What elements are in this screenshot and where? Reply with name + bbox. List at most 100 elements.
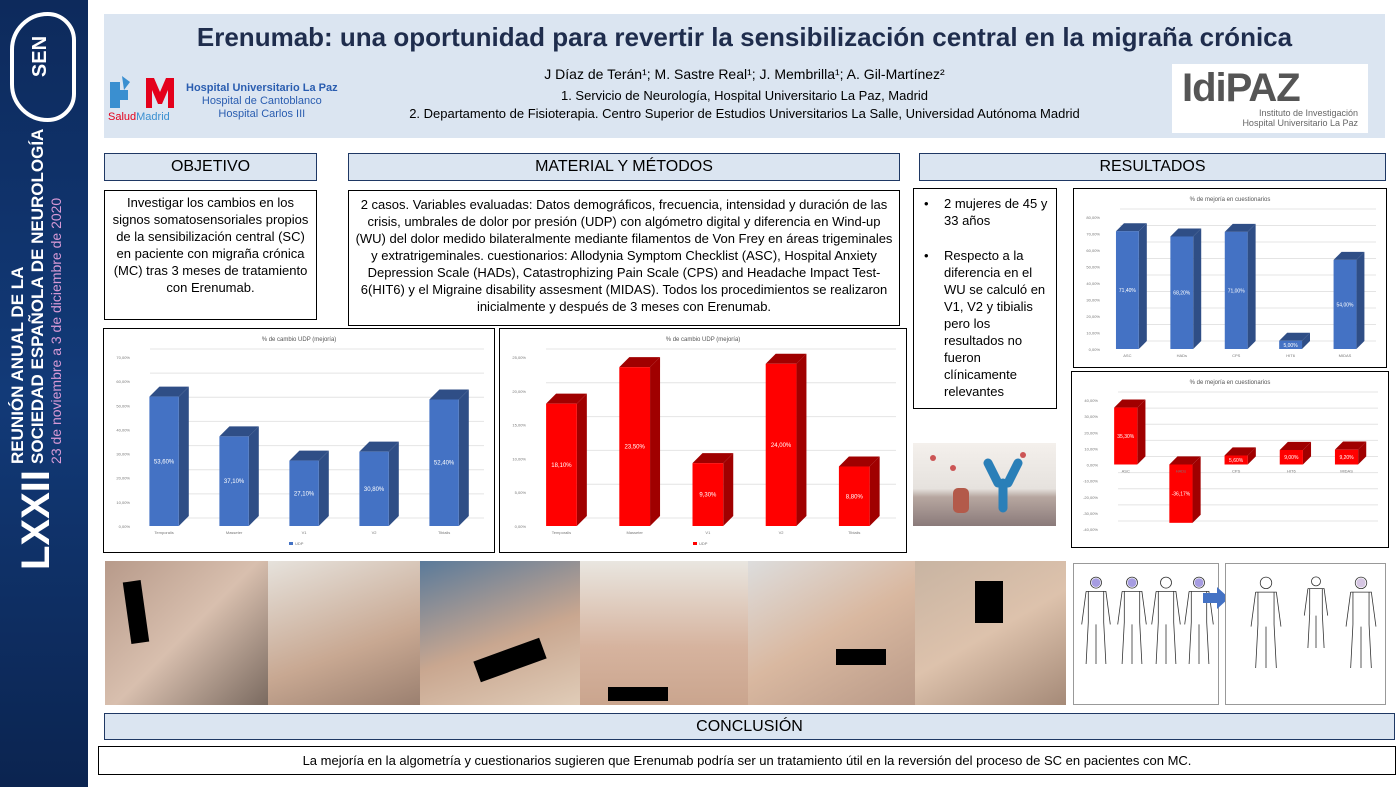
bar: [289, 460, 319, 526]
x-tick-label: Tibialis: [438, 530, 450, 535]
bar-side: [869, 456, 880, 526]
body-figure: [1117, 576, 1147, 665]
chart-title: % de mejoría en cuestionarios: [1190, 197, 1271, 203]
bar-top: [1115, 223, 1147, 232]
bar-side: [1137, 399, 1146, 465]
bar-top: [1170, 228, 1202, 237]
x-tick-label: MIDAS: [1339, 353, 1352, 358]
bar: [219, 436, 249, 526]
salud-madrid-logo: SaludMadrid: [108, 76, 174, 123]
hospital-list: Hospital Universitario La Paz Hospital d…: [186, 82, 338, 121]
x-tick-label: Temporalis: [552, 530, 571, 535]
head: [1354, 576, 1368, 590]
body-map-after: [1225, 563, 1386, 705]
bar-side: [248, 426, 259, 526]
data-label: 5,00%: [1283, 343, 1298, 349]
bar: [1169, 464, 1193, 523]
bar-side: [1247, 223, 1256, 349]
x-tick-label: V1: [302, 530, 308, 535]
chart-svg: % de cambio UDP (mejoría) 0,00% 5,00% 10,00…: [512, 337, 896, 546]
data-label: 9,00%: [1284, 455, 1299, 461]
x-tick-label: MIDAS: [1340, 469, 1353, 474]
bar-side: [178, 386, 189, 526]
y-tick-label: 70,00%: [1086, 232, 1100, 237]
bar-top: [149, 386, 189, 397]
bar-side: [1302, 332, 1311, 349]
body: [1081, 591, 1111, 665]
idipaz-sub-1: Instituto de Investigación: [1258, 108, 1358, 118]
bar-side: [1247, 447, 1256, 465]
y-tick-label: 0,00%: [1089, 347, 1101, 352]
bar: [1279, 340, 1303, 349]
bar-side: [1356, 251, 1365, 349]
x-tick-label: HADs: [1177, 353, 1187, 358]
bar-side: [388, 441, 399, 526]
bar: [692, 463, 724, 526]
y-tick-label: 60,00%: [1086, 248, 1100, 253]
data-label: 37,10%: [224, 479, 245, 485]
x-tick-label: HIT6: [1287, 469, 1296, 474]
x-tick-label: Masseter: [626, 530, 643, 535]
head: [1259, 576, 1273, 590]
hospital-name: Hospital Carlos III: [218, 108, 306, 120]
bar: [149, 396, 179, 526]
chart-title: % de cambio UDP (mejoría): [666, 337, 741, 343]
data-label: 9,20%: [1339, 455, 1354, 461]
censor-bar: [122, 580, 150, 644]
legend-label: UDP: [699, 541, 708, 546]
bar-top: [1279, 441, 1312, 450]
conclusion-text: La mejoría en la algometría y cuestionar…: [98, 746, 1396, 775]
body-figure: [1303, 576, 1329, 649]
body: [1184, 591, 1214, 665]
body: [1303, 588, 1329, 649]
y-tick-label: 70,00%: [116, 355, 130, 360]
head: [1090, 576, 1102, 589]
bar: [429, 399, 459, 526]
y-tick-label: 0,00%: [1087, 463, 1099, 468]
congress-title: LXXII REUNIÓN ANUAL DE LA SOCIEDAD ESPAÑ…: [8, 129, 64, 570]
bar-side: [318, 450, 329, 526]
censor-bar: [836, 649, 886, 665]
censor-bar: [473, 637, 547, 683]
body-map-before: [1073, 563, 1219, 705]
congress-edition: LXXII: [14, 469, 58, 570]
x-tick-label: HADs: [1176, 469, 1186, 474]
y-tick-label: 30,00%: [116, 452, 130, 457]
bar-top: [619, 357, 661, 368]
y-tick-label: -10,00%: [1083, 479, 1098, 484]
chart-udp-change-2: % de cambio UDP (mejoría) 0,00% 5,00% 10,00…: [499, 328, 907, 553]
y-tick-label: 40,00%: [1086, 281, 1100, 286]
bar: [1224, 455, 1248, 465]
photo-algometry-1: [105, 561, 268, 705]
y-tick-label: 30,00%: [1086, 298, 1100, 303]
legend-swatch: [289, 542, 293, 545]
sidebar-banner: SEN LXXII REUNIÓN ANUAL DE LA SOCIEDAD E…: [0, 0, 88, 787]
x-tick-label: Masseter: [226, 530, 243, 535]
body-figure: [1345, 576, 1377, 669]
hospital-name: Hospital Universitario La Paz: [186, 82, 338, 94]
sen-logo-text: SEN: [29, 35, 52, 78]
y-tick-label: 80,00%: [1086, 215, 1100, 220]
data-label: -36,17%: [1172, 492, 1191, 498]
section-resultados: RESULTADOS: [919, 153, 1386, 181]
bar: [1279, 449, 1303, 465]
y-tick-label: 0,00%: [515, 524, 527, 529]
head: [1193, 576, 1205, 589]
bar: [1333, 259, 1357, 349]
data-label: 54,00%: [1337, 302, 1355, 308]
y-tick-label: 25,00%: [512, 355, 526, 360]
y-tick-label: 20,00%: [1086, 314, 1100, 319]
data-label: 24,00%: [771, 443, 792, 449]
x-tick-label: V2: [779, 530, 785, 535]
head: [1126, 576, 1138, 589]
data-label: 8,80%: [846, 494, 864, 500]
resultados-list: 2 mujeres de 45 y 33 años Respecto a la …: [913, 188, 1057, 409]
pain-area: [1194, 578, 1204, 587]
bar-side: [458, 389, 469, 526]
bar: [1170, 236, 1194, 349]
idipaz-wordmark: IdiPAZ: [1182, 66, 1301, 110]
bar: [546, 403, 577, 526]
bar-top: [692, 453, 734, 464]
x-tick-label: ASC: [1122, 469, 1130, 474]
body: [1345, 591, 1377, 669]
